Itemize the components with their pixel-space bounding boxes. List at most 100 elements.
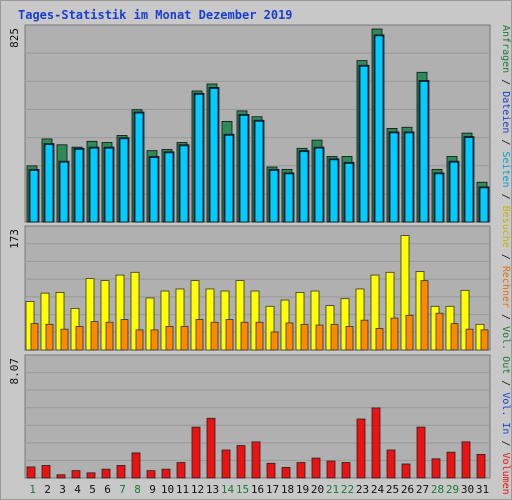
- bar-rechner: [330, 323, 339, 351]
- x-tick-label: 29: [446, 483, 459, 496]
- bar-rechner: [240, 321, 249, 351]
- bar-rechner: [405, 314, 414, 351]
- x-tick-label: 26: [401, 483, 414, 496]
- legend-volumen: Volumen: [500, 453, 511, 495]
- bar-rechner: [450, 323, 459, 351]
- bar-besuche: [205, 288, 215, 351]
- bar-volumen: [446, 451, 456, 479]
- x-tick-label: 16: [251, 483, 264, 496]
- bar-volumen: [296, 462, 306, 479]
- bar-besuche: [460, 289, 470, 351]
- x-tick-label: 8: [134, 483, 141, 496]
- ymax-label-top: 825: [8, 28, 21, 48]
- ymax-label-middle: 173: [8, 229, 21, 249]
- bar-seiten: [134, 112, 144, 223]
- bar-seiten: [464, 137, 474, 223]
- bar-rechner: [90, 321, 99, 351]
- bar-volumen: [146, 470, 156, 479]
- bar-volumen: [206, 417, 216, 479]
- bar-rechner: [420, 280, 429, 351]
- bar-seiten: [59, 161, 69, 223]
- legend-dateien: Dateien: [500, 91, 511, 133]
- x-tick-label: 1: [29, 483, 36, 496]
- x-tick-label: 30: [461, 483, 474, 496]
- x-tick-label: 31: [476, 483, 489, 496]
- bar-seiten: [359, 65, 369, 223]
- bar-rechner: [120, 319, 129, 351]
- bar-volumen: [431, 458, 441, 479]
- bar-besuche: [40, 292, 50, 351]
- x-tick-label: 22: [341, 483, 354, 496]
- legend-vol-out: Vol. Out: [500, 326, 511, 374]
- bar-besuche: [340, 298, 350, 351]
- legend-separator: /: [500, 188, 511, 206]
- bar-seiten: [89, 147, 99, 223]
- bar-seiten: [239, 114, 249, 223]
- bar-besuche: [370, 274, 380, 351]
- bar-besuche: [55, 292, 65, 351]
- bar-rechner: [210, 321, 219, 351]
- bar-rechner: [180, 326, 189, 351]
- bar-seiten: [314, 147, 324, 223]
- bar-rechner: [480, 329, 489, 351]
- x-tick-label: 20: [311, 483, 324, 496]
- x-tick-label: 21: [326, 483, 339, 496]
- x-tick-label: 28: [431, 483, 444, 496]
- bar-seiten: [269, 169, 279, 223]
- bar-volumen: [416, 426, 426, 479]
- x-tick-label: 13: [206, 483, 219, 496]
- bar-rechner: [165, 326, 174, 351]
- bar-seiten: [209, 88, 219, 223]
- x-tick-label: 19: [296, 483, 309, 496]
- bar-volumen: [266, 462, 276, 479]
- chart-title: Tages-Statistik im Monat Dezember 2019: [18, 8, 293, 22]
- bar-rechner: [390, 317, 399, 351]
- bar-besuche: [295, 292, 305, 351]
- x-tick-label: 3: [59, 483, 66, 496]
- bar-besuche: [190, 280, 200, 351]
- bar-seiten: [164, 152, 174, 223]
- bar-volumen: [356, 418, 366, 479]
- bar-besuche: [355, 288, 365, 351]
- bar-seiten: [179, 145, 189, 223]
- bar-rechner: [435, 312, 444, 351]
- bar-rechner: [105, 321, 114, 351]
- bar-besuche: [175, 288, 185, 351]
- bar-besuche: [400, 235, 410, 351]
- bar-seiten: [449, 161, 459, 223]
- bar-rechner: [60, 328, 69, 351]
- bar-seiten: [104, 147, 114, 223]
- bar-volumen: [191, 426, 201, 479]
- bar-volumen: [116, 465, 126, 479]
- bar-besuche: [115, 274, 125, 351]
- bar-volumen: [281, 466, 291, 479]
- x-tick-label: 5: [89, 483, 96, 496]
- bar-volumen: [251, 441, 261, 479]
- x-tick-label: 11: [176, 483, 189, 496]
- bar-rechner: [150, 329, 159, 351]
- bar-seiten: [434, 173, 444, 223]
- bar-seiten: [194, 93, 204, 223]
- bar-besuche: [310, 290, 320, 351]
- bar-seiten: [344, 162, 354, 223]
- bar-volumen: [131, 452, 141, 479]
- legend-seiten: Seiten: [500, 151, 511, 187]
- legend-separator: /: [500, 308, 511, 326]
- legend-separator: /: [500, 374, 511, 392]
- x-tick-label: 23: [356, 483, 369, 496]
- bar-volumen: [221, 449, 231, 479]
- bar-seiten: [389, 132, 399, 223]
- bar-besuche: [250, 290, 260, 351]
- bar-volumen: [386, 449, 396, 479]
- legend-vol-in: Vol. In: [500, 392, 511, 434]
- legend-rechner: Rechner: [500, 266, 511, 308]
- x-tick-label: 10: [161, 483, 174, 496]
- x-tick-label: 15: [236, 483, 249, 496]
- bar-seiten: [479, 187, 489, 223]
- bar-rechner: [255, 321, 264, 351]
- legend-separator: /: [500, 248, 511, 266]
- bar-seiten: [74, 148, 84, 223]
- bar-besuche: [385, 271, 395, 351]
- bar-rechner: [30, 323, 39, 351]
